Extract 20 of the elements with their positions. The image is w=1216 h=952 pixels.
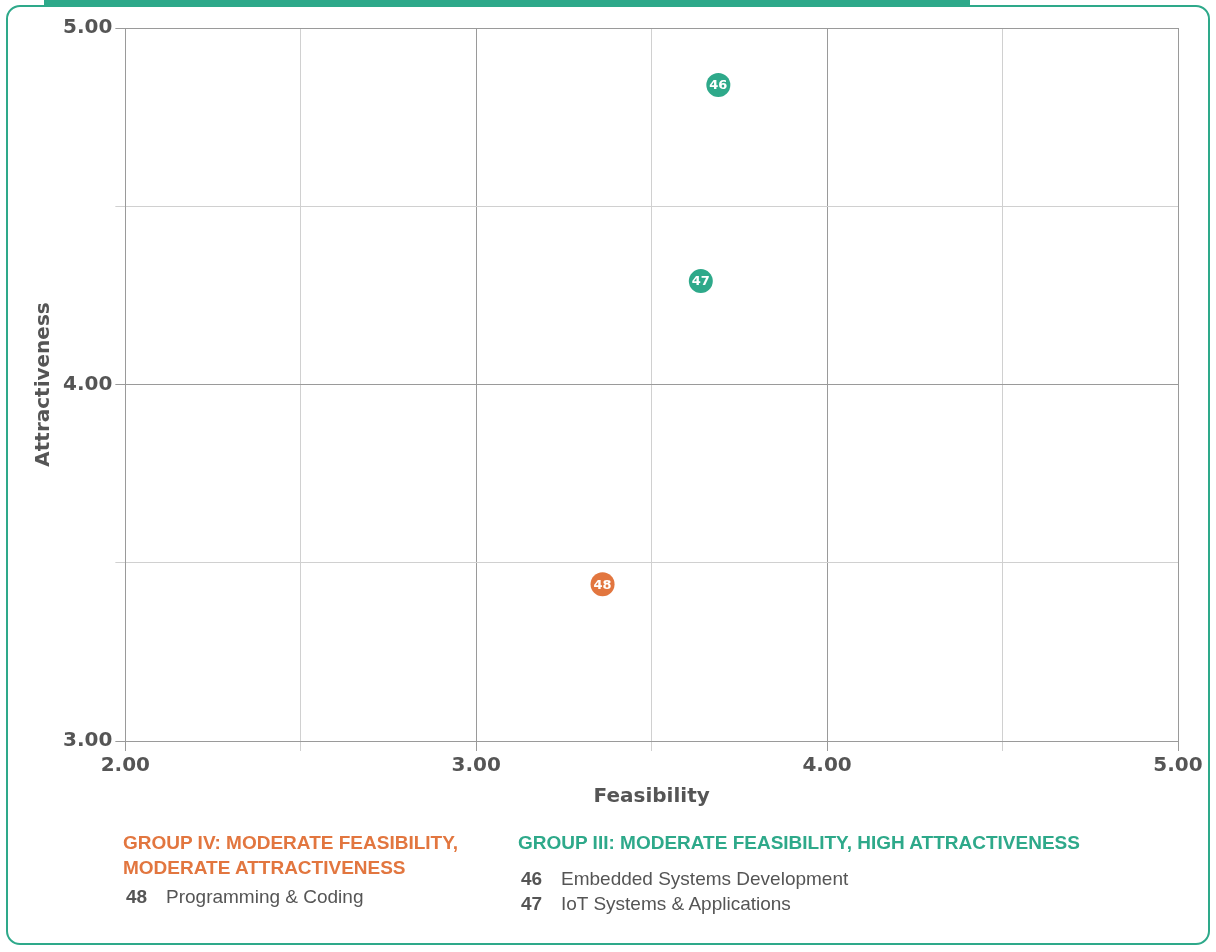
text: Embedded Systems Development xyxy=(561,868,849,889)
text: 46 xyxy=(521,868,543,889)
text: 47 xyxy=(521,893,543,914)
y-axis-title: Attractiveness xyxy=(30,302,55,467)
x-tick-label: 5.00 xyxy=(1153,752,1203,777)
annotation: 48 xyxy=(593,576,612,592)
x-tick-label: 4.00 xyxy=(802,752,852,777)
text: GROUP III: MODERATE FEASIBILITY, HIGH ATTRACTIVENESS xyxy=(518,831,1080,855)
y-tick-label: 4.00 xyxy=(62,370,113,395)
text: Programming & Coding xyxy=(166,886,364,907)
text: GROUP IV: MODERATE FEASIBILITY, MODERATE ATTRACTIVENESS xyxy=(123,831,459,880)
text: IoT Systems & Applications xyxy=(561,893,791,914)
x-tick-label: 2.00 xyxy=(100,752,151,777)
x-axis-title: Feasibility xyxy=(593,783,710,808)
x-tick-label: 3.00 xyxy=(451,752,501,777)
y-tick-label: 3.00 xyxy=(62,727,113,752)
annotation: 47 xyxy=(691,273,710,289)
text: 48 xyxy=(126,886,148,907)
annotation: 46 xyxy=(709,77,728,93)
y-tick-label: 5.00 xyxy=(62,14,113,39)
